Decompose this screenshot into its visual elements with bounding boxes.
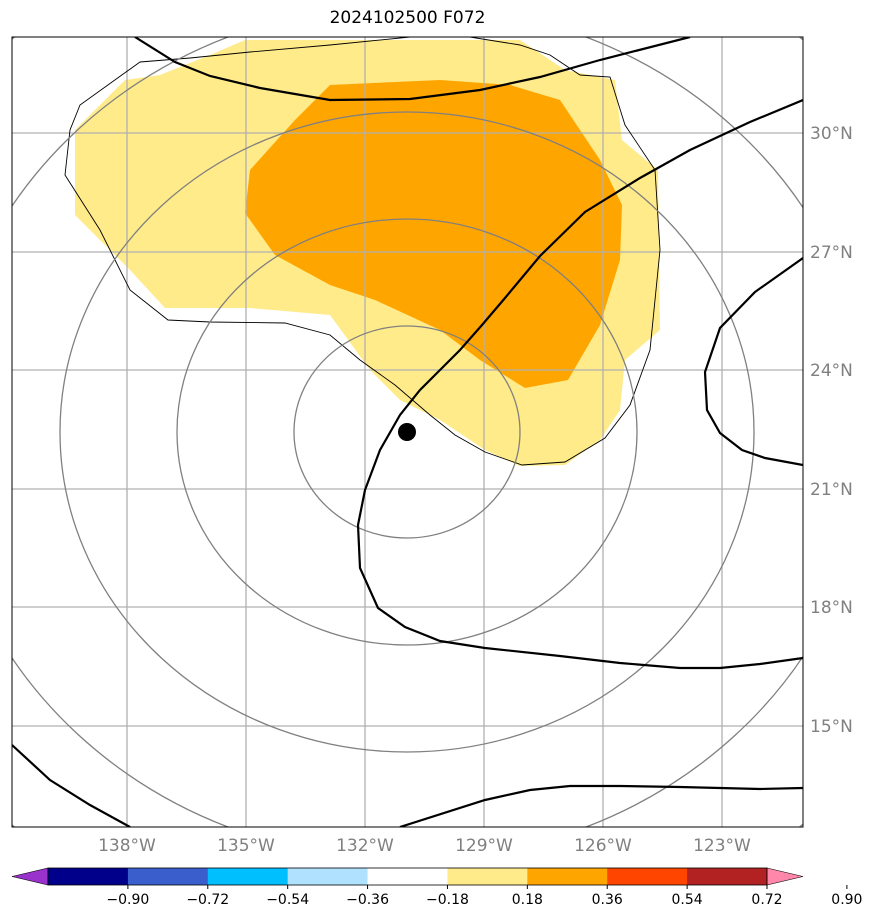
thick-contours — [12, 37, 803, 827]
colorbar-extend-high — [766, 867, 804, 886]
map-frame — [11, 36, 804, 828]
lon-labels: 138°W 135°W 132°W 129°W 126°W 123°W — [98, 836, 751, 856]
medium-fill-region — [245, 80, 622, 388]
colorbar-frame — [47, 867, 768, 886]
lat-gridlines — [12, 132, 803, 727]
contour-bottom — [12, 744, 803, 827]
colorbar-tick-label: −0.54 — [266, 892, 309, 908]
colorbar-segment — [48, 868, 129, 885]
colorbar-segment — [447, 868, 528, 885]
colorbar-tick-label: −0.36 — [346, 892, 389, 908]
colorbar-segment — [687, 868, 768, 885]
colorbar-extend-low — [11, 867, 49, 886]
colorbar-segment — [527, 868, 608, 885]
colorbar-segment — [127, 868, 209, 885]
colorbar: −0.90 −0.72 −0.54 −0.36 −0.18 0.18 0.36 0.54 0.7… — [11, 867, 862, 908]
lat-label: 24°N — [810, 361, 853, 381]
contour-upper-curve — [134, 37, 691, 102]
colorbar-tick-label: 0.18 — [512, 892, 543, 908]
lon-label: 138°W — [98, 836, 156, 856]
colorbar-tick-label: −0.72 — [186, 892, 229, 908]
colorbar-segment — [367, 868, 448, 885]
lat-label: 30°N — [810, 124, 853, 144]
lon-label: 123°W — [693, 836, 751, 856]
colorbar-tick-label: 0.90 — [831, 892, 862, 908]
colorbar-segment — [607, 868, 688, 885]
colorbar-tick-label: −0.90 — [106, 892, 149, 908]
lat-label: 21°N — [810, 480, 853, 500]
lat-label: 27°N — [810, 243, 853, 263]
thin-contour — [64, 37, 661, 466]
colorbar-tick-label: 0.36 — [592, 892, 623, 908]
lon-label: 135°W — [217, 836, 275, 856]
lat-label: 18°N — [810, 598, 853, 618]
colorbar-segment — [287, 868, 369, 885]
lon-label: 126°W — [574, 836, 632, 856]
colorbar-segment — [207, 868, 289, 885]
map-title: 2024102500 F072 — [329, 8, 486, 28]
lat-label: 15°N — [810, 717, 853, 737]
lon-label: 132°W — [336, 836, 394, 856]
contour-right-loop — [703, 257, 803, 467]
lat-labels: 30°N 27°N 24°N 21°N 18°N 15°N — [810, 124, 853, 737]
storm-center-marker — [398, 423, 416, 441]
lon-label: 129°W — [455, 836, 513, 856]
colorbar-tick-label: 0.54 — [672, 892, 703, 908]
colorbar-tick-label: −0.18 — [426, 892, 469, 908]
colorbar-tick-label: 0.72 — [751, 892, 782, 908]
lon-gridlines — [126, 37, 723, 827]
contour-diagonal — [356, 98, 803, 670]
